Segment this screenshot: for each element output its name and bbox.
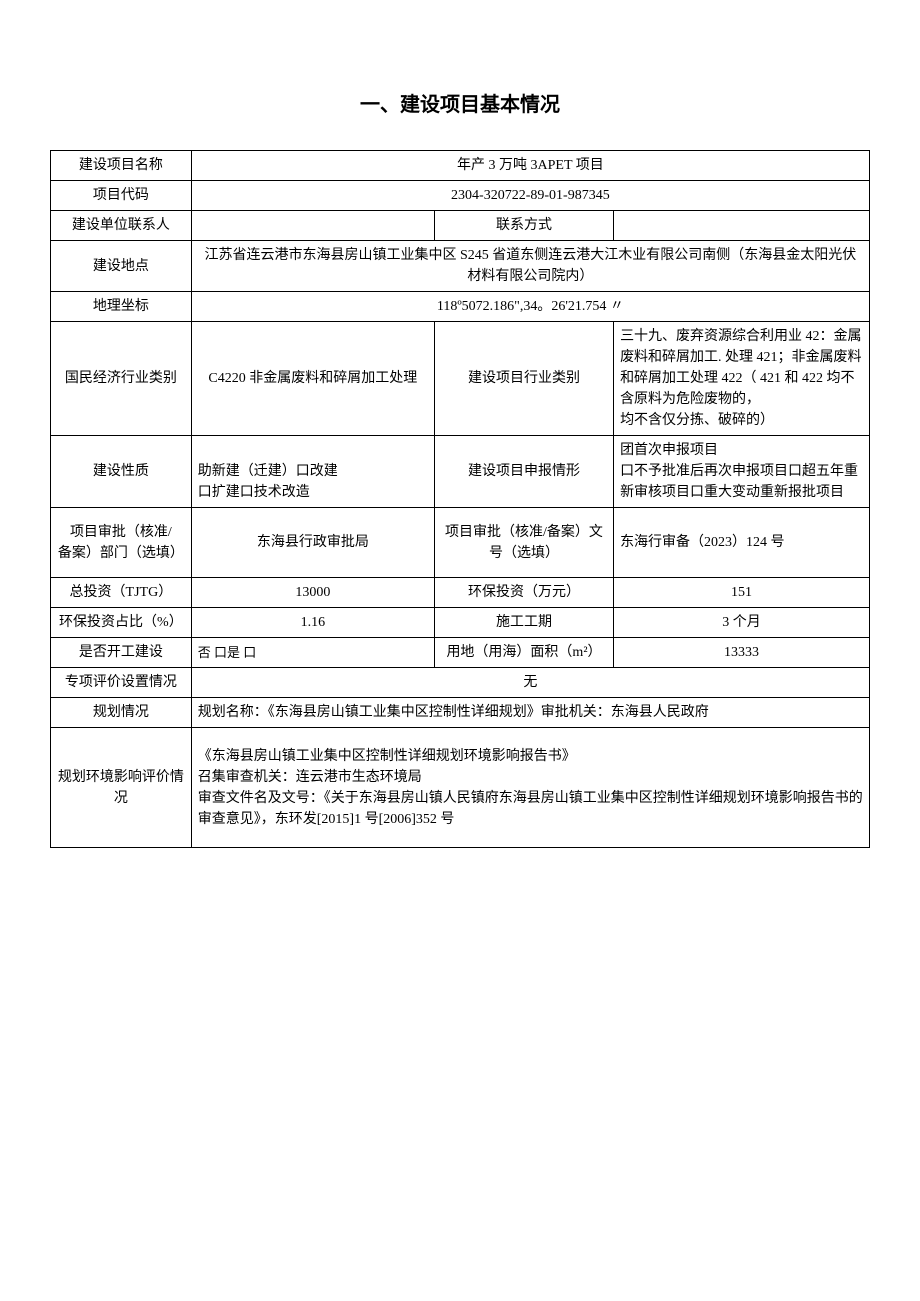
label-special-eval: 专项评价设置情况 xyxy=(51,668,192,698)
table-row: 建设单位联系人 联系方式 xyxy=(51,211,870,241)
value-plan: 规划名称：《东海县房山镇工业集中区控制性详细规划》审批机关：东海县人民政府 xyxy=(191,698,869,728)
table-row: 建设性质 助新建（迁建）口改建 口扩建口技术改造 建设项目申报情形 团首次申报项… xyxy=(51,436,870,508)
label-area: 用地（用海）面积（m²） xyxy=(434,638,613,668)
started-stack: 否 口是 口 xyxy=(198,645,428,661)
value-coords: 118º5072.186",34。26'21.754 〃 xyxy=(191,292,869,322)
table-row: 国民经济行业类别 C4220 非金属废料和碎屑加工处理 建设项目行业类别 三十九… xyxy=(51,322,870,436)
label-total-invest: 总投资（TJTG） xyxy=(51,578,192,608)
table-row: 地理坐标 118º5072.186",34。26'21.754 〃 xyxy=(51,292,870,322)
page-title: 一、建设项目基本情况 xyxy=(50,90,870,120)
label-plan-env: 规划环境影响评价情况 xyxy=(51,728,192,848)
value-special-eval: 无 xyxy=(191,668,869,698)
label-build-nature: 建设性质 xyxy=(51,436,192,508)
label-coords: 地理坐标 xyxy=(51,292,192,322)
value-industry-class: C4220 非金属废料和碎屑加工处理 xyxy=(191,322,434,436)
table-row: 总投资（TJTG） 13000 环保投资（万元） 151 xyxy=(51,578,870,608)
label-contact-method: 联系方式 xyxy=(434,211,613,241)
value-contact xyxy=(191,211,434,241)
label-started: 是否开工建设 xyxy=(51,638,192,668)
value-env-invest: 151 xyxy=(614,578,870,608)
label-approval-num: 项目审批（核准/备案）文号（选填） xyxy=(434,508,613,578)
value-project-industry: 三十九、废弃资源综合利用业 42：金属废料和碎屑加工. 处理 421；非金属废料… xyxy=(614,322,870,436)
table-row: 规划情况 规划名称：《东海县房山镇工业集中区控制性详细规划》审批机关：东海县人民… xyxy=(51,698,870,728)
table-row: 项目审批（核准/ 备案）部门（选填） 东海县行政审批局 项目审批（核准/备案）文… xyxy=(51,508,870,578)
label-contact: 建设单位联系人 xyxy=(51,211,192,241)
value-approval-num: 东海行审备（2023）124 号 xyxy=(614,508,870,578)
label-industry-class: 国民经济行业类别 xyxy=(51,322,192,436)
value-total-invest: 13000 xyxy=(191,578,434,608)
label-project-code: 项目代码 xyxy=(51,181,192,211)
label-location: 建设地点 xyxy=(51,241,192,292)
label-env-ratio: 环保投资占比（%） xyxy=(51,608,192,638)
value-env-ratio: 1.16 xyxy=(191,608,434,638)
table-row: 是否开工建设 否 口是 口 用地（用海）面积（m²） 13333 xyxy=(51,638,870,668)
label-plan: 规划情况 xyxy=(51,698,192,728)
value-approval-dept: 东海县行政审批局 xyxy=(191,508,434,578)
value-project-name: 年产 3 万吨 3APET 项目 xyxy=(191,151,869,181)
table-row: 建设地点 江苏省连云港市东海县房山镇工业集中区 S245 省道东侧连云港大江木业… xyxy=(51,241,870,292)
label-project-industry: 建设项目行业类别 xyxy=(434,322,613,436)
table-row: 专项评价设置情况 无 xyxy=(51,668,870,698)
label-declare: 建设项目申报情形 xyxy=(434,436,613,508)
value-plan-env: 《东海县房山镇工业集中区控制性详细规划环境影响报告书》 召集审查机关：连云港市生… xyxy=(191,728,869,848)
value-duration: 3 个月 xyxy=(614,608,870,638)
value-build-nature: 助新建（迁建）口改建 口扩建口技术改造 xyxy=(191,436,434,508)
value-location: 江苏省连云港市东海县房山镇工业集中区 S245 省道东侧连云港大江木业有限公司南… xyxy=(191,241,869,292)
table-row: 规划环境影响评价情况 《东海县房山镇工业集中区控制性详细规划环境影响报告书》 召… xyxy=(51,728,870,848)
table-row: 环保投资占比（%） 1.16 施工工期 3 个月 xyxy=(51,608,870,638)
label-duration: 施工工期 xyxy=(434,608,613,638)
label-approval-dept: 项目审批（核准/ 备案）部门（选填） xyxy=(51,508,192,578)
table-row: 建设项目名称 年产 3 万吨 3APET 项目 xyxy=(51,151,870,181)
value-contact-method xyxy=(614,211,870,241)
value-area: 13333 xyxy=(614,638,870,668)
value-declare: 团首次申报项目 口不予批准后再次申报项目口超五年重新审核项目口重大变动重新报批项… xyxy=(614,436,870,508)
table-row: 项目代码 2304-320722-89-01-987345 xyxy=(51,181,870,211)
project-info-table: 建设项目名称 年产 3 万吨 3APET 项目 项目代码 2304-320722… xyxy=(50,150,870,848)
label-project-name: 建设项目名称 xyxy=(51,151,192,181)
value-project-code: 2304-320722-89-01-987345 xyxy=(191,181,869,211)
value-started: 否 口是 口 xyxy=(191,638,434,668)
label-env-invest: 环保投资（万元） xyxy=(434,578,613,608)
